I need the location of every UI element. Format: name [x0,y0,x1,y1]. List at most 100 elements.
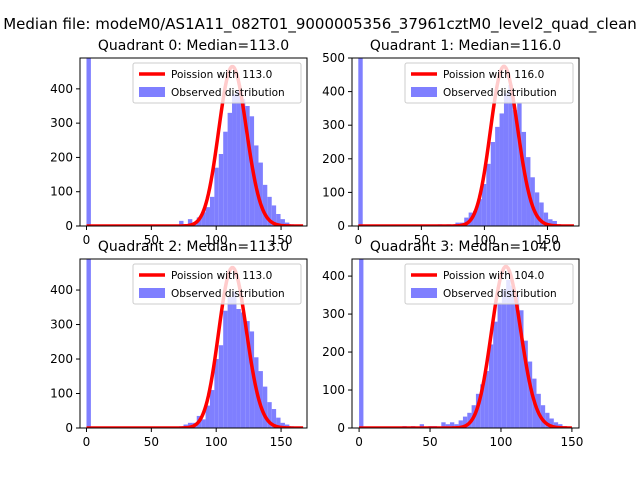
histogram-bar [236,90,241,226]
x-tick-label: 150 [536,233,559,247]
histogram-bar [534,192,540,226]
figure-suptitle: Median file: modeM0/AS1A11_082T01_900000… [3,15,637,34]
x-tick-label: 100 [205,435,228,449]
histogram-bar [86,58,91,226]
histogram-bar [201,419,206,428]
legend-box [404,263,574,305]
poisson-fit-line [357,64,575,226]
subplot-title: Quadrant 1: Median=116.0 [370,38,561,54]
histogram-bar [227,112,233,226]
x-tick-label: 150 [270,233,293,247]
x-tick-label: 50 [422,435,437,449]
histogram-bar [480,384,485,428]
legend-label: Observed distribution [171,87,285,99]
histogram-bar [223,131,228,226]
histogram-bar [449,422,455,428]
x-tick-label: 0 [355,435,363,449]
histogram-bar [445,424,450,428]
histogram-bar [503,93,509,226]
subplot-title: Quadrant 0: Median=113.0 [98,38,289,54]
y-tick-label: 0 [65,421,73,435]
histogram-bar [545,412,550,428]
histogram-bar [419,424,425,428]
legend-label: Poission with 113.0 [171,270,272,282]
y-tick-label: 400 [322,269,345,283]
y-tick-label: 200 [322,152,345,166]
y-tick-label: 0 [65,219,73,233]
histogram-bar [497,302,502,428]
y-tick-label: 200 [50,352,73,366]
histogram-bar [205,207,210,226]
histogram-bar [552,220,557,226]
y-tick-label: 300 [322,118,345,132]
subplot-title: Quadrant 2: Median=113.0 [98,239,289,255]
poisson-fit-line [86,64,304,226]
subplot-title: Quadrant 3: Median=104.0 [370,239,561,255]
histogram-bar [358,58,363,226]
histogram-bar [517,103,522,226]
histogram-bar [236,309,241,428]
x-tick-label: 0 [83,435,91,449]
poisson-fit-line [86,265,304,428]
histogram-bar [521,131,527,226]
plot-area [358,259,573,428]
legend-label: Observed distribution [443,288,557,300]
histogram-bar [214,167,219,226]
legend: Poission with 113.0 Observed distribution [132,62,302,104]
histogram-bar [258,162,263,226]
poisson-fit-line [358,264,573,428]
y-tick-label: 300 [50,116,73,130]
histogram-bar [262,184,268,226]
histogram-bar [359,259,364,428]
histogram-bar [201,212,206,226]
y-tick-label: 300 [50,318,73,332]
histogram-bar [271,205,277,226]
subplot-quadrant-0: 0 50 100 150 0 100 200 300 400 Quadrant 0: Median… [50,38,308,247]
histogram-bar [227,296,233,428]
histogram-bar [249,331,255,428]
histogram-bar [209,196,215,226]
plot-area [86,58,304,226]
y-tick-label: 500 [322,51,345,65]
histogram-bar [232,291,237,428]
legend-swatch-patch [411,288,437,298]
histogram-bar [218,345,224,428]
x-tick-label: 0 [83,233,91,247]
y-tick-label: 400 [322,85,345,99]
histogram-bar [549,418,554,428]
histogram-bar [245,321,250,428]
histogram-bar [473,210,478,226]
histogram-bar [493,321,498,428]
histogram-bar [179,220,184,226]
histogram-bar [488,344,494,428]
x-tick-label: 100 [473,233,496,247]
x-tick-label: 50 [144,233,159,247]
histogram-bar [553,422,559,428]
histogram-bar [218,154,224,226]
histogram-bar [539,202,544,226]
legend-label: Poission with 113.0 [171,69,272,81]
subplot-quadrant-1: 0 50 100 150 0 100 200 300 400 500 Quadrant 1: Med… [322,38,580,247]
histogram-bar [486,163,491,226]
histogram-bar [506,279,511,428]
legend: Poission with 104.0 Observed distribution [404,263,574,305]
histogram-bar [262,386,268,428]
subplot-quadrant-2: 0 50 100 150 0 100 200 300 400 Quadrant 2: Median… [50,239,308,449]
y-tick-label: 200 [322,345,345,359]
histogram-bar [490,142,496,226]
histogram-bar [258,371,263,428]
legend: Poission with 116.0 Observed distribution [404,62,574,104]
axes-frame [79,57,308,227]
x-tick-label: 150 [560,435,583,449]
histogram-bar [267,196,272,226]
y-tick-label: 0 [337,421,345,435]
histogram-bar [209,390,215,428]
histogram-bar [484,371,489,428]
histogram-bar [205,405,210,428]
y-tick-label: 100 [322,185,345,199]
axes-frame [79,258,308,429]
plot-area [357,58,575,226]
legend-label: Observed distribution [443,87,557,99]
